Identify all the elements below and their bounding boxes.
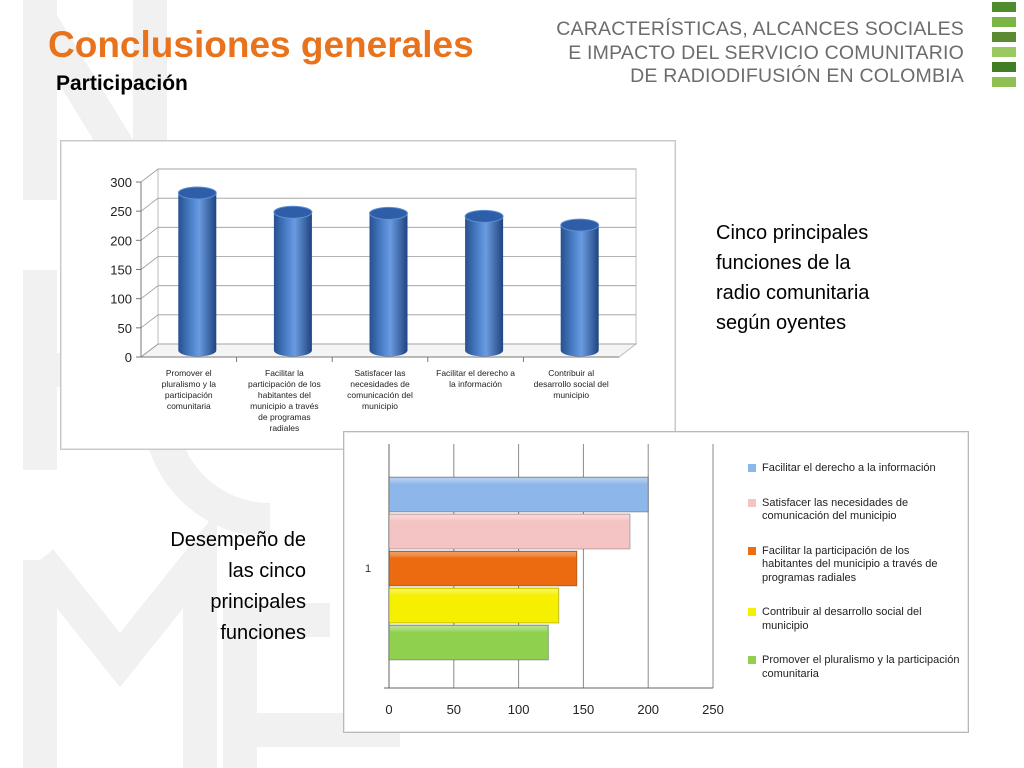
brand-line: CARACTERÍSTICAS, ALCANCES SOCIALES — [556, 18, 964, 40]
brand-stripes-icon — [992, 2, 1016, 90]
y-tick-label: 50 — [118, 321, 132, 336]
legend-label: Satisfacer las necesidades de comunicaci… — [762, 496, 909, 523]
cylinder-body — [369, 213, 408, 357]
y-category-label: 1 — [365, 563, 371, 575]
legend-swatch — [748, 608, 756, 616]
y-tick-label: 150 — [110, 263, 132, 278]
bar-highlight — [390, 478, 648, 496]
bar-highlight — [390, 552, 576, 570]
x-tick-label: 100 — [508, 702, 530, 717]
caption-line: funciones — [220, 622, 306, 644]
chart-caption-top: Cinco principales funciones de la radio … — [716, 218, 869, 338]
caption-line: principales — [210, 591, 306, 613]
x-tick-label: 250 — [702, 702, 724, 717]
gridline — [140, 197, 636, 212]
brand-logo-text: CARACTERÍSTICAS, ALCANCES SOCIALES E IMP… — [556, 18, 964, 89]
x-category-label: Facilitar el derecho a la información — [436, 368, 516, 389]
caption-line: las cinco — [228, 560, 306, 582]
cylinder-top — [177, 186, 217, 200]
caption-line: según oyentes — [716, 312, 847, 334]
legend-item: Satisfacer las necesidades de comunicaci… — [746, 497, 961, 524]
column-chart-panel: 0 50 100 150 200 250 300 Promover el pluralismo… — [60, 140, 676, 450]
caption-line: Desempeño de — [170, 529, 306, 551]
gridline — [140, 168, 636, 183]
y-tick-label: 250 — [110, 204, 132, 219]
y-tick-label: 0 — [125, 350, 132, 365]
cylinder-top — [273, 205, 313, 219]
chart-caption-bottom: Desempeño de las cinco principales funci… — [100, 525, 306, 649]
cylinder-body — [178, 193, 217, 357]
legend-swatch — [748, 498, 756, 507]
brand-line: DE RADIODIFUSIÓN EN COLOMBIA — [630, 65, 964, 87]
cylinder-top — [464, 209, 504, 223]
x-tick-label: 50 — [447, 702, 461, 717]
legend-label: Facilitar el derecho a la información — [762, 462, 936, 474]
bar-chart-legend: Facilitar el derecho a la información Sat… — [746, 462, 961, 702]
y-tick-label: 100 — [110, 292, 132, 307]
bar-highlight — [390, 515, 630, 533]
x-category-label: Contribuir al desarrollo social del munici… — [533, 368, 609, 400]
bar-chart-panel: 0 50 100 150 200 250 1 — [343, 431, 969, 733]
column-chart: 0 50 100 150 200 250 300 — [110, 168, 638, 365]
bar-highlight — [390, 626, 548, 644]
cylinder-body — [465, 216, 504, 357]
caption-line: radio comunitaria — [716, 282, 870, 304]
legend-swatch — [748, 464, 756, 472]
legend-swatch — [748, 656, 756, 664]
caption-line: Cinco principales — [716, 222, 869, 244]
x-category-label: Facilitar la participación de los habitant… — [248, 368, 321, 433]
legend-swatch — [748, 546, 756, 555]
x-tick-label: 200 — [637, 702, 659, 717]
x-category-label: Satisfacer las necesidades de comunicación… — [347, 368, 413, 411]
bar-chart: 0 50 100 150 200 250 1 — [365, 444, 724, 717]
legend-item: Promover el pluralismo y la participació… — [746, 654, 961, 681]
cylinder-bar — [369, 206, 408, 357]
x-tick-label: 150 — [573, 702, 595, 717]
page-subtitle: Participación — [56, 72, 188, 95]
cylinder-bar — [464, 209, 504, 357]
legend-label: Contribuir al desarrollo social del muni… — [762, 606, 922, 632]
bar-highlight — [390, 589, 558, 607]
y-tick-label: 300 — [110, 175, 132, 190]
legend-item: Facilitar la participación de los habita… — [746, 545, 961, 586]
y-tick-label: 200 — [110, 233, 132, 248]
cylinder-bar — [273, 205, 313, 357]
cylinder-body — [560, 225, 599, 357]
cylinder-body — [273, 212, 312, 357]
brand-line: E IMPACTO DEL SERVICIO COMUNITARIO — [568, 41, 964, 64]
legend-label: Promover el pluralismo y la participació… — [762, 654, 960, 680]
cylinder-top — [369, 206, 408, 220]
legend-item: Facilitar el derecho a la información — [746, 462, 961, 476]
legend-label: Facilitar la participación de los habita… — [762, 544, 938, 584]
x-tick-label: 0 — [385, 702, 392, 717]
caption-line: funciones de la — [716, 252, 851, 274]
legend-item: Contribuir al desarrollo social del muni… — [746, 606, 961, 633]
cylinder-bar — [560, 218, 600, 357]
x-category-label: Promover el pluralismo y la participación c… — [161, 368, 216, 411]
cylinder-top — [560, 218, 600, 232]
page-title: Conclusiones generales — [48, 24, 474, 65]
cylinder-bar — [177, 186, 217, 357]
